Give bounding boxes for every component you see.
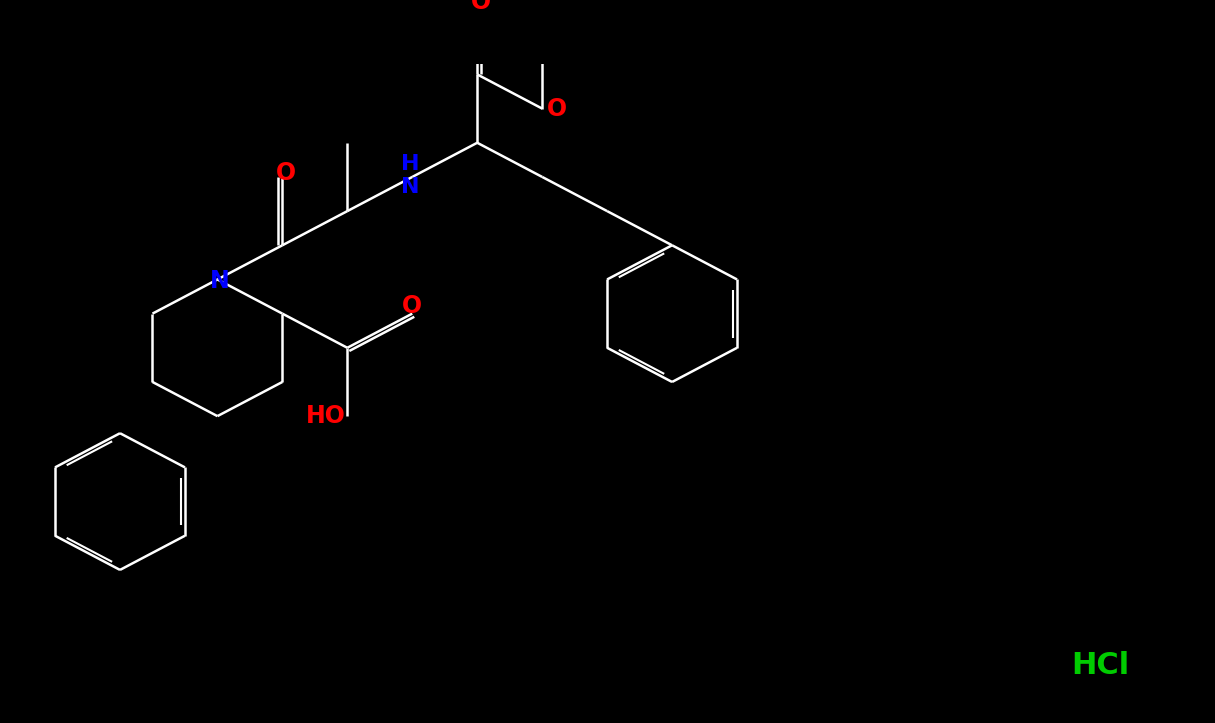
- Text: O: O: [471, 0, 491, 14]
- Text: HO: HO: [305, 404, 345, 428]
- Text: O: O: [402, 294, 423, 318]
- Text: O: O: [547, 97, 567, 121]
- Text: HCl: HCl: [1070, 651, 1129, 680]
- Text: H
N: H N: [401, 153, 419, 197]
- Text: N: N: [209, 269, 230, 294]
- Text: O: O: [276, 161, 296, 185]
